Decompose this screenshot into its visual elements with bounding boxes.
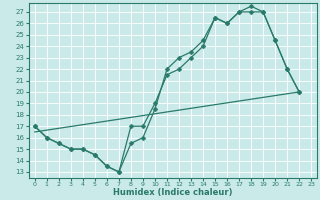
X-axis label: Humidex (Indice chaleur): Humidex (Indice chaleur) [113, 188, 233, 197]
